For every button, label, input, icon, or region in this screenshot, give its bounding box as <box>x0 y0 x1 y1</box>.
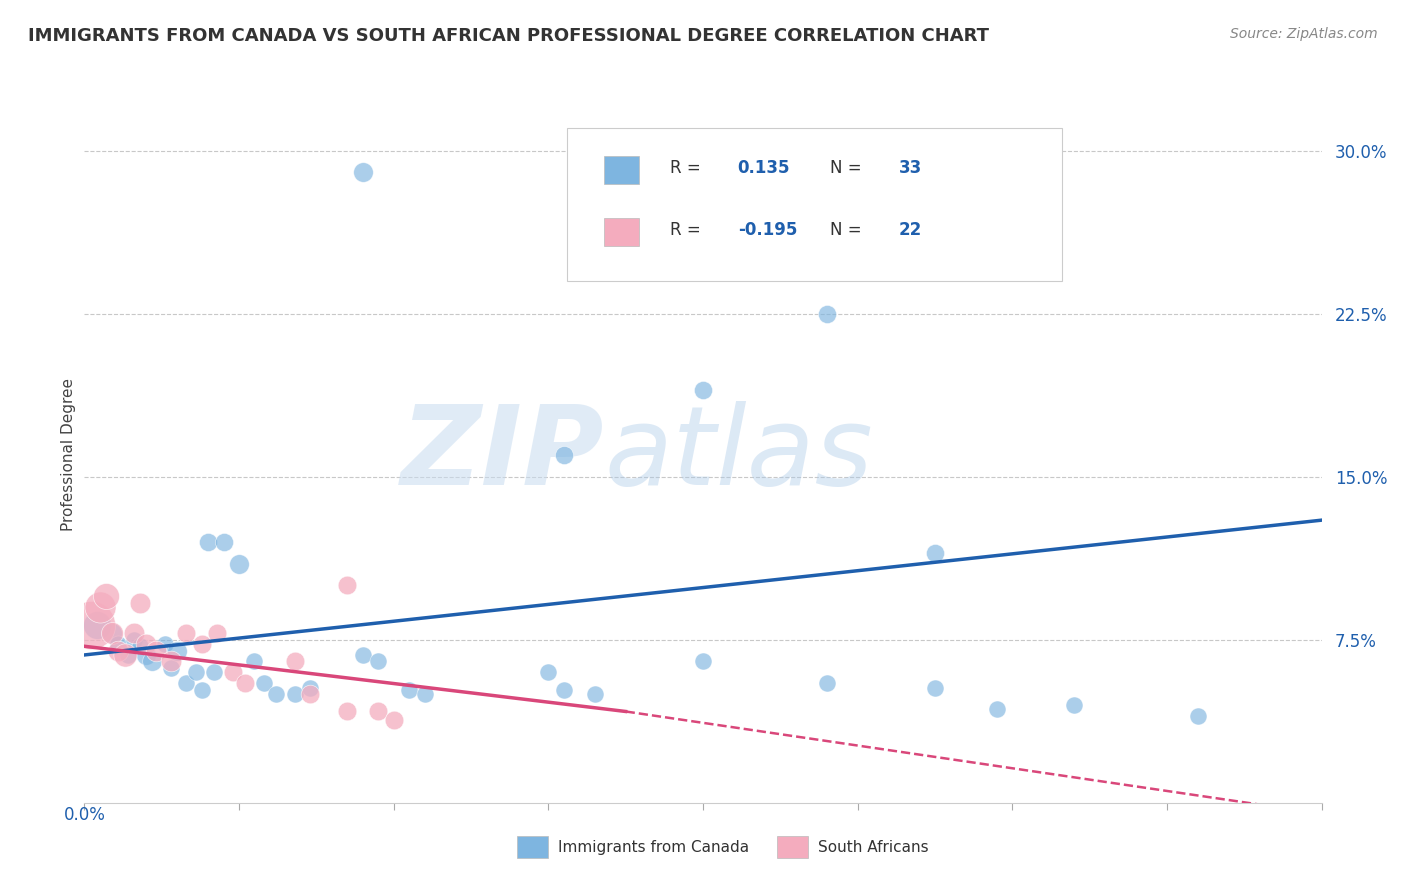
Text: N =: N = <box>831 159 868 177</box>
Text: IMMIGRANTS FROM CANADA VS SOUTH AFRICAN PROFESSIONAL DEGREE CORRELATION CHART: IMMIGRANTS FROM CANADA VS SOUTH AFRICAN … <box>28 27 988 45</box>
Point <box>191 682 214 697</box>
Point <box>135 648 157 662</box>
Point <box>243 655 266 669</box>
Point <box>135 637 157 651</box>
Point <box>160 655 183 669</box>
Point <box>284 687 307 701</box>
Point <box>202 665 225 680</box>
Point <box>924 681 946 695</box>
Point <box>352 648 374 662</box>
Point <box>1187 708 1209 723</box>
Text: N =: N = <box>831 221 868 239</box>
Point <box>1063 698 1085 712</box>
Point <box>153 637 176 651</box>
Point <box>114 648 136 662</box>
Point <box>89 600 111 615</box>
Text: R =: R = <box>669 159 706 177</box>
Text: R =: R = <box>669 221 706 239</box>
FancyBboxPatch shape <box>778 836 808 858</box>
Point <box>299 687 322 701</box>
Text: ZIP: ZIP <box>401 401 605 508</box>
Text: 22: 22 <box>898 221 922 239</box>
FancyBboxPatch shape <box>605 219 638 246</box>
Point <box>382 713 405 727</box>
Point <box>692 383 714 397</box>
Point <box>815 676 838 690</box>
Point <box>413 687 436 701</box>
Point <box>299 681 322 695</box>
Point <box>398 682 420 697</box>
Point <box>117 648 139 662</box>
Text: 0.0%: 0.0% <box>63 806 105 824</box>
Text: 0.135: 0.135 <box>738 159 790 177</box>
Point <box>101 626 124 640</box>
Point <box>367 705 389 719</box>
Y-axis label: Professional Degree: Professional Degree <box>60 378 76 532</box>
Point <box>367 655 389 669</box>
Point <box>184 665 207 680</box>
Point <box>222 665 245 680</box>
Point <box>122 626 145 640</box>
Text: 33: 33 <box>898 159 922 177</box>
Point <box>122 632 145 647</box>
Point <box>176 676 198 690</box>
Point <box>284 655 307 669</box>
Point <box>583 687 606 701</box>
Point <box>176 626 198 640</box>
Point <box>145 643 167 657</box>
Point <box>336 578 359 592</box>
Point <box>228 557 250 571</box>
FancyBboxPatch shape <box>517 836 548 858</box>
Point <box>79 617 101 632</box>
Text: atlas: atlas <box>605 401 873 508</box>
Point <box>815 307 838 321</box>
Point <box>101 626 124 640</box>
FancyBboxPatch shape <box>567 128 1062 281</box>
Point <box>553 448 575 462</box>
Point <box>986 702 1008 716</box>
Point <box>692 655 714 669</box>
Point <box>253 676 276 690</box>
FancyBboxPatch shape <box>605 156 638 184</box>
Point <box>141 655 163 669</box>
Text: -0.195: -0.195 <box>738 221 797 239</box>
Point <box>94 589 117 603</box>
Point <box>166 643 188 657</box>
Text: South Africans: South Africans <box>818 840 929 855</box>
Point <box>352 165 374 179</box>
Point <box>197 535 219 549</box>
Point <box>191 637 214 651</box>
Point <box>129 639 152 653</box>
Point <box>233 676 256 690</box>
Point <box>264 687 287 701</box>
Point <box>924 546 946 560</box>
Point <box>86 617 108 632</box>
Point <box>336 705 359 719</box>
Point <box>212 535 235 549</box>
Text: Immigrants from Canada: Immigrants from Canada <box>558 840 749 855</box>
Point <box>107 637 129 651</box>
Point <box>107 643 129 657</box>
Point <box>129 596 152 610</box>
Text: Source: ZipAtlas.com: Source: ZipAtlas.com <box>1230 27 1378 41</box>
Point <box>537 665 560 680</box>
Point <box>160 661 183 675</box>
Point <box>553 682 575 697</box>
Point <box>207 626 229 640</box>
